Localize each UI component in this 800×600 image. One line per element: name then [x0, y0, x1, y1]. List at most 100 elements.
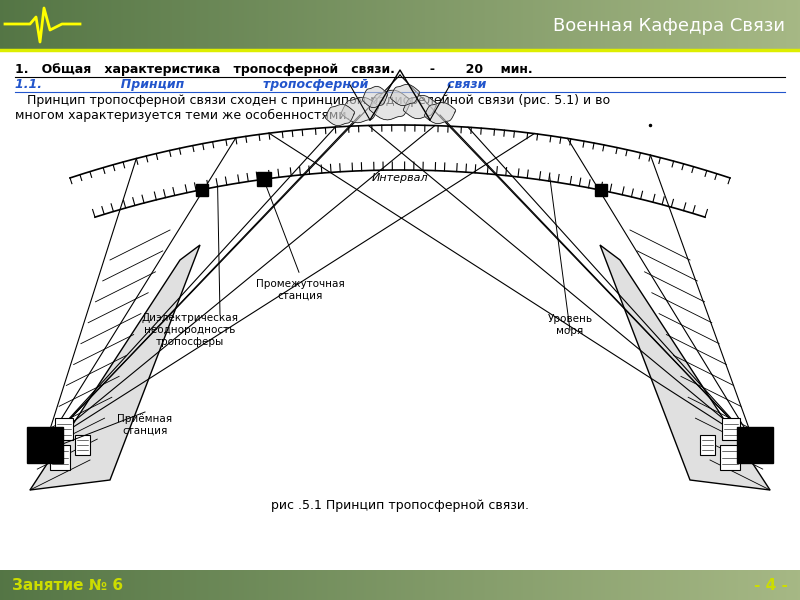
Bar — [584, 570, 585, 600]
Bar — [358, 570, 359, 600]
Bar — [31, 0, 32, 50]
Bar — [596, 0, 597, 50]
Polygon shape — [30, 245, 200, 490]
Bar — [305, 570, 306, 600]
Bar — [232, 0, 233, 50]
Bar — [384, 570, 385, 600]
Bar — [372, 570, 373, 600]
Bar — [11, 570, 12, 600]
Bar — [1, 0, 2, 50]
Bar — [666, 0, 667, 50]
Bar — [608, 570, 609, 600]
Bar — [118, 0, 119, 50]
Bar — [422, 0, 423, 50]
Bar — [362, 0, 363, 50]
Bar — [694, 570, 695, 600]
Bar — [701, 0, 702, 50]
Bar — [237, 0, 238, 50]
Text: многом характеризуется теми же особенностями.: многом характеризуется теми же особеннос… — [15, 109, 350, 122]
Bar — [144, 0, 145, 50]
Text: 1.   Общая   характеристика   тропосферной   связи.        -       20    мин.: 1. Общая характеристика тропосферной свя… — [15, 63, 533, 76]
Bar — [584, 0, 585, 50]
Bar — [351, 0, 352, 50]
Bar — [765, 570, 766, 600]
Bar — [581, 0, 582, 50]
Bar — [744, 0, 745, 50]
Bar — [67, 570, 68, 600]
Bar — [719, 570, 720, 600]
Bar — [121, 570, 122, 600]
Bar — [497, 0, 498, 50]
Bar — [332, 0, 333, 50]
Bar — [441, 0, 442, 50]
Bar — [504, 0, 505, 50]
Bar — [254, 0, 255, 50]
Bar — [525, 0, 526, 50]
Bar — [650, 570, 651, 600]
Bar — [498, 570, 499, 600]
Bar — [194, 0, 195, 50]
Bar — [370, 570, 371, 600]
Bar — [510, 0, 511, 50]
Bar — [543, 0, 544, 50]
Bar — [665, 0, 666, 50]
Bar — [614, 570, 615, 600]
Text: Уровень
моря: Уровень моря — [547, 314, 593, 336]
Bar — [428, 570, 429, 600]
Bar — [68, 570, 69, 600]
Bar — [344, 570, 345, 600]
Bar — [768, 570, 769, 600]
Bar — [362, 570, 363, 600]
Bar — [239, 0, 240, 50]
Bar — [247, 0, 248, 50]
Bar — [181, 0, 182, 50]
Bar — [45, 0, 46, 50]
Bar — [167, 0, 168, 50]
Bar — [80, 570, 81, 600]
Bar — [289, 0, 290, 50]
Bar — [422, 570, 423, 600]
Bar — [88, 570, 89, 600]
Bar — [375, 570, 376, 600]
Bar — [401, 0, 402, 50]
Bar — [163, 570, 164, 600]
Bar — [558, 570, 559, 600]
Bar — [1, 570, 2, 600]
Bar — [88, 0, 89, 50]
Bar — [649, 0, 650, 50]
Bar — [658, 570, 659, 600]
Bar — [371, 0, 372, 50]
Bar — [141, 570, 142, 600]
Bar — [57, 570, 58, 600]
Bar — [215, 570, 216, 600]
Bar — [738, 570, 739, 600]
Bar — [359, 0, 360, 50]
Bar — [329, 570, 330, 600]
Bar — [484, 0, 485, 50]
Bar — [598, 0, 599, 50]
Bar — [251, 570, 252, 600]
Bar — [558, 0, 559, 50]
Bar — [652, 570, 653, 600]
Bar — [206, 570, 207, 600]
Bar — [588, 0, 589, 50]
Bar — [285, 0, 286, 50]
Bar — [39, 570, 40, 600]
Bar — [110, 570, 111, 600]
Bar — [199, 570, 200, 600]
Bar — [209, 570, 210, 600]
Bar — [481, 570, 482, 600]
Bar — [343, 570, 344, 600]
Bar — [515, 570, 516, 600]
Bar — [104, 0, 105, 50]
Bar — [5, 570, 6, 600]
Bar — [636, 570, 637, 600]
Bar — [276, 0, 277, 50]
Bar — [27, 0, 28, 50]
Bar — [87, 570, 88, 600]
Bar — [792, 0, 793, 50]
Bar — [706, 0, 707, 50]
Bar — [764, 570, 765, 600]
Bar — [210, 570, 211, 600]
Bar — [532, 0, 533, 50]
